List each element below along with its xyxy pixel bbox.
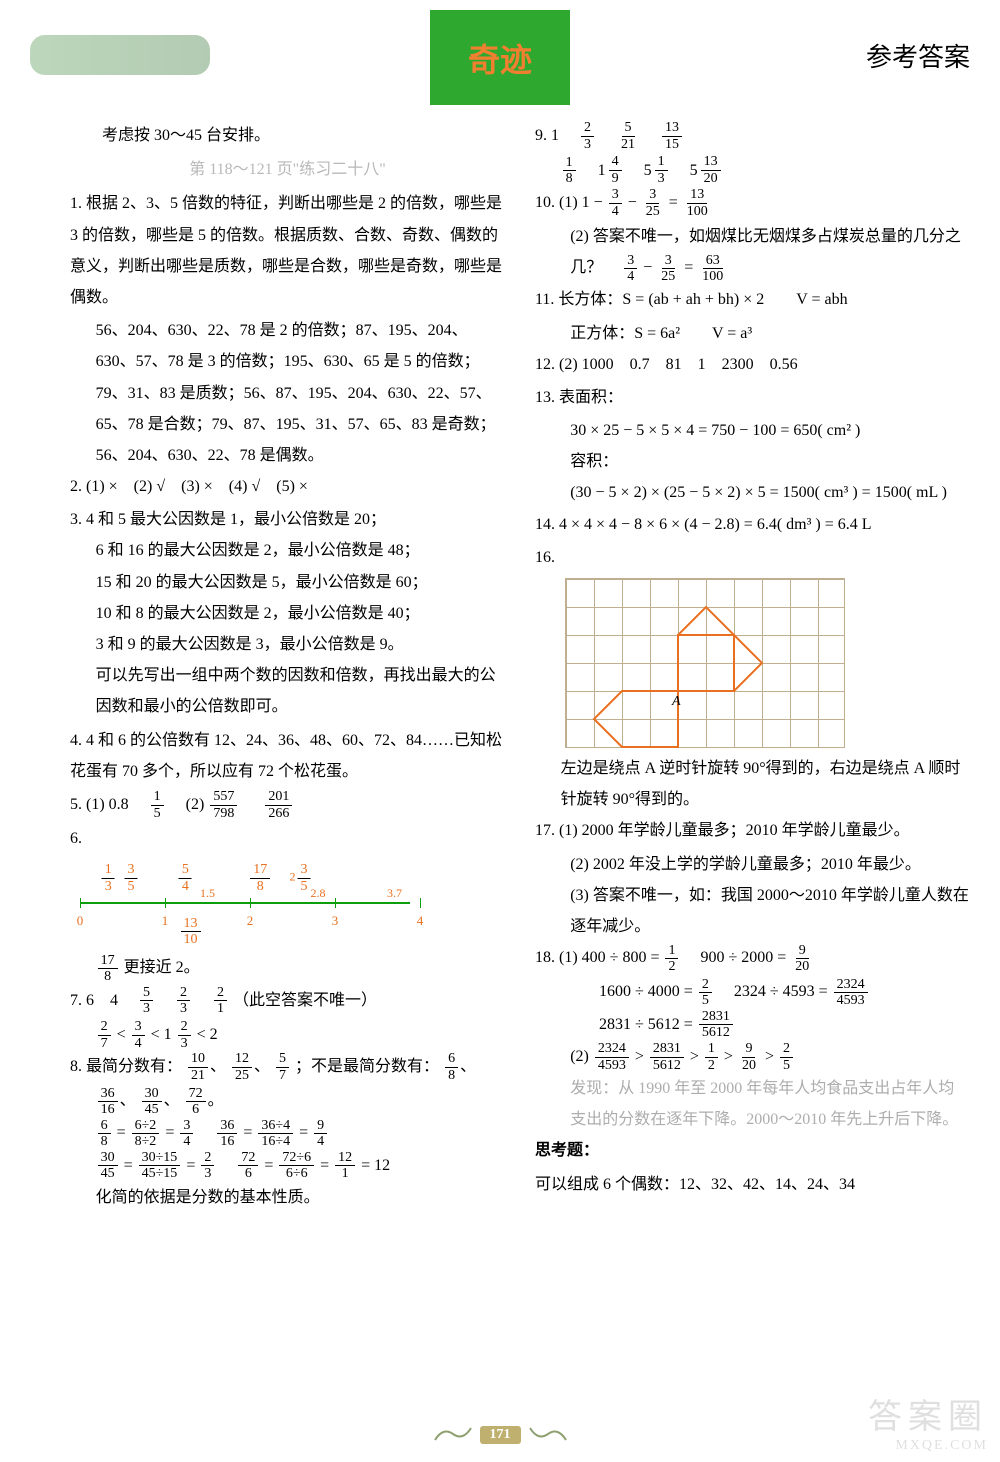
problem-18-finding: 发现：从 1990 年至 2000 年每年人均食品支出占年人均支出的分数在逐年下… bbox=[535, 1073, 970, 1135]
column-right: 9. 1 23 521 1315 18 149 513 51320 10. (1… bbox=[535, 120, 970, 1213]
column-left: 考虑按 30～45 台安排。 第 118～121 页"练习二十八" 1. 根据 … bbox=[70, 120, 505, 1213]
watermark-large: 答案圈 bbox=[868, 1389, 988, 1438]
watermark-small: MXQE.COM bbox=[868, 1438, 988, 1454]
content-area: 考虑按 30～45 台安排。 第 118～121 页"练习二十八" 1. 根据 … bbox=[0, 110, 1000, 1223]
problem-10: 10. (1) 1 − 34 − 325 = 13100 bbox=[535, 187, 970, 219]
problem-14: 14. 4 × 4 × 4 − 8 × 6 × (4 − 2.8) = 6.4(… bbox=[535, 509, 970, 540]
problem-4: 4. 4 和 6 的公倍数有 12、24、36、48、60、72、84……已知松… bbox=[70, 725, 505, 787]
frac-1-5: 15 bbox=[151, 789, 164, 821]
problem-17-1: 17. (1) 2000 年学龄儿童最多；2010 年学龄儿童最少。 bbox=[535, 815, 970, 846]
number-line-diagram: 0 1 2 3 4 13 35 54 1.5 178 235 2.8 3.7 1… bbox=[80, 860, 420, 950]
rotation-diagram: A bbox=[565, 578, 845, 748]
problem-12: 12. (2) 1000 0.7 81 1 2300 0.56 bbox=[535, 349, 970, 380]
intro-text: 考虑按 30～45 台安排。 bbox=[70, 120, 505, 151]
problem-6-close: 178 更接近 2。 bbox=[70, 952, 505, 984]
problem-13-4: (30 − 5 × 2) × (25 − 5 × 2) × 5 = 1500( … bbox=[535, 477, 970, 508]
problem-18: 18. (1) 400 ÷ 800 = 12 900 ÷ 2000 = 920 bbox=[535, 942, 970, 974]
problem-8-line4: 3045 = 30÷1545÷15 = 23 726 = 72÷66÷6 = 1… bbox=[70, 1150, 505, 1182]
thinking-title: 思考题： bbox=[535, 1135, 970, 1166]
logo-text: 奇迹 bbox=[468, 35, 532, 81]
problem-11-2: 正方体：S = 6a² V = a³ bbox=[535, 318, 970, 349]
problem-13-2: 30 × 25 − 5 × 5 × 4 = 750 − 100 = 650( c… bbox=[535, 415, 970, 446]
problem-18-3: 2831 ÷ 5612 = 28315612 bbox=[535, 1009, 970, 1041]
page-header: 奇迹 参考答案 bbox=[0, 0, 1000, 110]
problem-1: 1. 根据 2、3、5 倍数的特征，判断出哪些是 2 的倍数，哪些是 3 的倍数… bbox=[70, 188, 505, 313]
problem-8-last: 化简的依据是分数的基本性质。 bbox=[70, 1182, 505, 1213]
problem-13: 13. 表面积： bbox=[535, 382, 970, 413]
section-heading: 第 118～121 页"练习二十八" bbox=[70, 154, 505, 185]
problem-17-3: (3) 答案不唯一，如：我国 2000～2010 年学龄儿童人数在逐年减少。 bbox=[535, 880, 970, 942]
ornament-left bbox=[30, 35, 210, 75]
problem-13-3: 容积： bbox=[535, 446, 970, 477]
problem-7: 7. 6 4 53 23 21 （此空答案不唯一） bbox=[70, 985, 505, 1017]
problem-11: 11. 长方体：S = (ab + ah + bh) × 2 V = abh bbox=[535, 284, 970, 315]
problem-8-line3: 68 = 6÷28÷2 = 34 3616 = 36÷416÷4 = 94 bbox=[70, 1117, 505, 1149]
problem-3: 3. 4 和 5 最大公因数是 1，最小公倍数是 20； 6 和 16 的最大公… bbox=[70, 504, 505, 722]
problem-8-line2: 3616、 3045、 726。 bbox=[70, 1085, 505, 1117]
problem-9: 9. 1 23 521 1315 bbox=[535, 120, 970, 152]
page-footer: 171 bbox=[0, 1425, 1000, 1444]
problem-16: 16. A bbox=[535, 542, 970, 748]
problem-5: 5. (1) 0.8 15 (2) 557798 201266 bbox=[70, 789, 505, 821]
svg-text:A: A bbox=[671, 694, 681, 709]
page-number: 171 bbox=[480, 1426, 521, 1444]
problem-17-2: (2) 2002 年没上学的学龄儿童最多；2010 年最少。 bbox=[535, 849, 970, 880]
thinking-body: 可以组成 6 个偶数：12、32、42、14、24、34 bbox=[535, 1169, 970, 1200]
frac-557-798: 557798 bbox=[210, 789, 237, 821]
problem-18-2: 1600 ÷ 4000 = 25 2324 ÷ 4593 = 23244593 bbox=[535, 976, 970, 1008]
problem-2: 2. (1) × (2) √ (3) × (4) √ (5) × bbox=[70, 471, 505, 502]
problem-10-2: (2) 答案不唯一，如烟煤比无烟煤多占煤炭总量的几分之几？ 34 − 325 =… bbox=[535, 221, 970, 284]
problem-16-caption: 左边是绕点 A 逆时针旋转 90°得到的，右边是绕点 A 顺时针旋转 90°得到… bbox=[535, 753, 970, 815]
problem-1-body: 56、204、630、22、78 是 2 的倍数；87、195、204、630、… bbox=[70, 315, 505, 471]
frac-17-8: 178 bbox=[98, 953, 118, 985]
header-title: 参考答案 bbox=[866, 37, 970, 74]
frac-201-266: 201266 bbox=[265, 789, 292, 821]
problem-8: 8. 最简分数有： 1021、 1225、 57 ；不是最简分数有： 68、 bbox=[70, 1051, 505, 1083]
problem-9-line2: 18 149 513 51320 bbox=[535, 154, 970, 187]
logo-box: 奇迹 bbox=[430, 10, 570, 105]
watermark: 答案圈 MXQE.COM bbox=[868, 1389, 988, 1454]
problem-6: 6. 0 1 2 3 4 13 35 54 1.5 178 235 2.8 3.… bbox=[70, 823, 505, 950]
problem-7-ineq: 27 < 34 < 1 23 < 2 bbox=[70, 1019, 505, 1051]
problem-18-4: (2) 23244593 > 28315612 > 12 > 920 > 25 bbox=[535, 1041, 970, 1073]
